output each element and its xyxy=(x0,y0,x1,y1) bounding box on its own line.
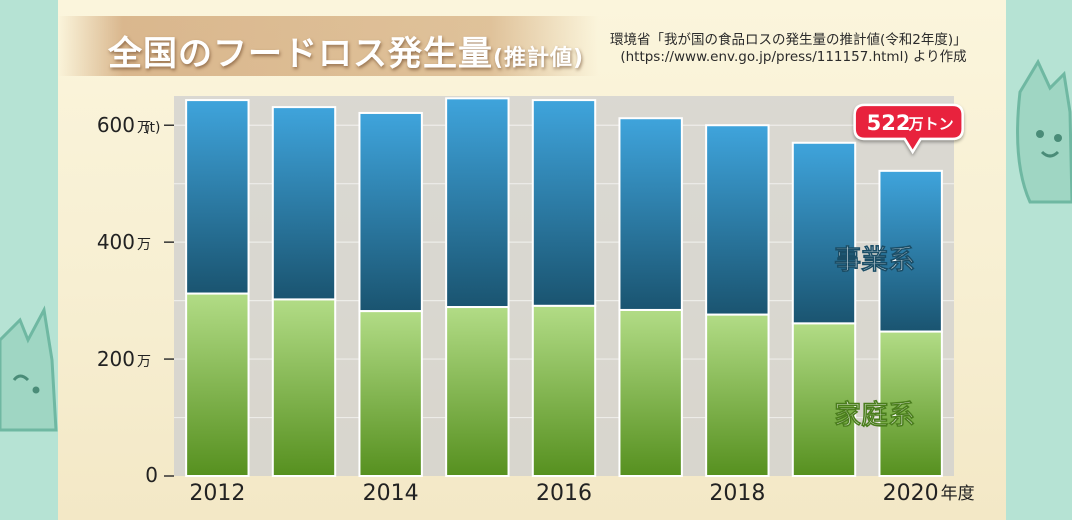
callout-value: 522 xyxy=(867,111,911,135)
y-tick-unit: 万 xyxy=(137,120,151,136)
mascot-left-icon xyxy=(0,305,58,432)
bar-household-2016 xyxy=(531,304,597,477)
bar-household-2020 xyxy=(878,330,943,477)
bar-household-2017 xyxy=(618,308,683,477)
bar-household-2018 xyxy=(705,313,770,477)
x-tick-label: 2016 xyxy=(536,481,592,506)
bar-business-2015 xyxy=(445,97,510,309)
x-tick-label: 2014 xyxy=(363,481,419,506)
y-tick-label: 200 xyxy=(97,347,135,371)
source-line-2: (https://www.env.go.jp/press/111157.html… xyxy=(620,49,967,65)
y-tick-unit: 万 xyxy=(137,237,151,253)
title-band xyxy=(58,16,598,76)
bar-business-2014 xyxy=(358,111,423,313)
bar-business-2016 xyxy=(531,99,597,307)
bar-household-2015 xyxy=(445,306,510,477)
series-label-business: 事業系 xyxy=(834,245,915,276)
x-tick-label: 2018 xyxy=(709,481,765,506)
y-tick-label: 400 xyxy=(97,230,135,254)
bar-business-2013 xyxy=(271,106,337,301)
bar-household-2019 xyxy=(791,322,857,477)
y-tick-label: 0 xyxy=(145,463,158,487)
x-tick-label: 2012 xyxy=(189,481,245,506)
y-tick-unit: 万 xyxy=(137,354,151,370)
callout-bubble xyxy=(853,103,964,155)
chart-title-sub: (推計値) xyxy=(493,46,585,71)
x-axis: 2012 2014 2016 2018 2020 年度 xyxy=(189,481,974,506)
bar-household-2014 xyxy=(358,310,423,477)
bar-business-2012 xyxy=(185,99,250,295)
source-line-1: 環境省「我が国の食品ロスの発生量の推計値(令和2年度)」 xyxy=(610,32,967,48)
chart-title: 全国のフードロス発生量(推計値) xyxy=(108,26,584,75)
chart-title-main: 全国のフードロス発生量 xyxy=(108,34,493,74)
bar-business-2017 xyxy=(618,117,683,311)
mascot-right-icon xyxy=(1016,58,1072,204)
x-unit-label: 年度 xyxy=(941,484,975,504)
y-unit-label: (t) xyxy=(144,120,160,136)
series-label-household: 家庭系 xyxy=(834,399,915,431)
bar-business-2018 xyxy=(705,124,770,316)
bars xyxy=(185,97,943,478)
y-tick-label: 600 xyxy=(97,113,135,137)
bar-business-2019 xyxy=(791,141,857,325)
callout-unit: 万トン xyxy=(908,115,954,133)
bar-household-2013 xyxy=(271,298,337,478)
bar-household-2012 xyxy=(185,292,250,477)
source-note: 環境省「我が国の食品ロスの発生量の推計値(令和2年度)」 (https://ww… xyxy=(610,32,967,66)
x-tick-label: 2020 xyxy=(883,481,939,506)
